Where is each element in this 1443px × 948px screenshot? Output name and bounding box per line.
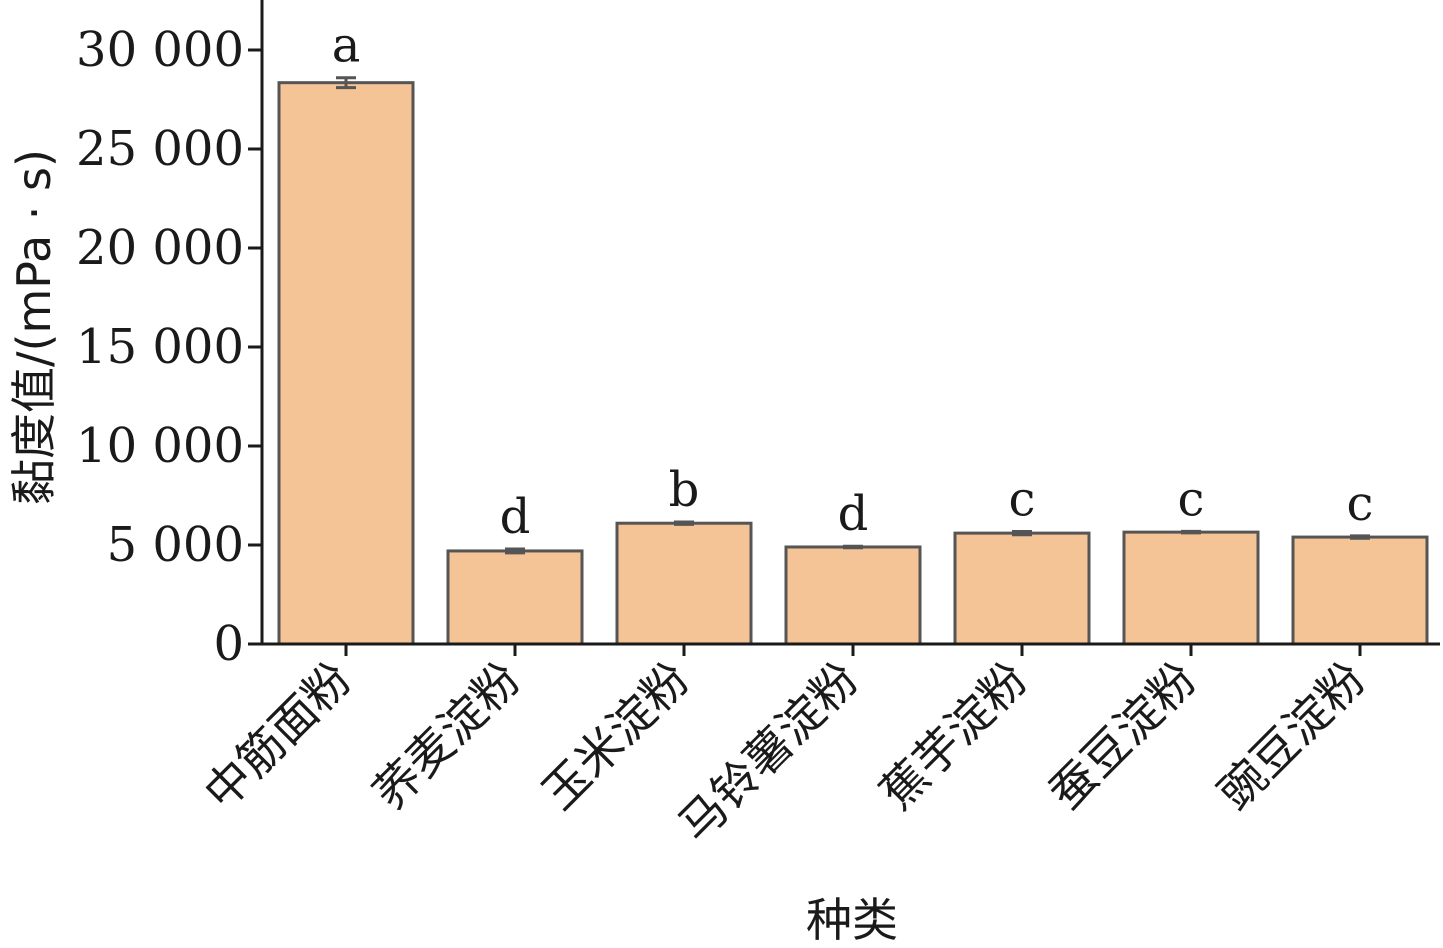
bar bbox=[1291, 535, 1429, 646]
bar bbox=[615, 521, 753, 646]
y-axis-ticks: 0 5 000 10 000 15 000 20 000 25 000 30 000 bbox=[76, 22, 262, 672]
x-tick-label: 豌豆淀粉 bbox=[1207, 652, 1375, 820]
significance-label: a bbox=[332, 18, 361, 74]
significance-label: d bbox=[838, 486, 869, 542]
y-tick-label: 10 000 bbox=[76, 418, 244, 474]
significance-label: d bbox=[500, 489, 531, 545]
bar bbox=[784, 545, 922, 646]
y-tick-label: 30 000 bbox=[76, 22, 244, 78]
bar bbox=[446, 549, 584, 646]
significance-label: c bbox=[1178, 471, 1205, 527]
y-tick-label: 0 bbox=[213, 616, 244, 672]
significance-label: c bbox=[1347, 476, 1374, 532]
bar bbox=[277, 81, 415, 646]
bar bbox=[953, 531, 1091, 646]
significance-label: b bbox=[669, 462, 700, 518]
x-tick-label: 荞麦淀粉 bbox=[362, 652, 530, 820]
x-tick-label: 蕉芋淀粉 bbox=[869, 652, 1037, 820]
x-tick-label: 马铃薯淀粉 bbox=[668, 652, 869, 853]
bar bbox=[1122, 530, 1260, 646]
y-tick-label: 15 000 bbox=[76, 319, 244, 375]
y-tick-label: 25 000 bbox=[76, 121, 244, 177]
x-axis-title: 种类 bbox=[806, 893, 898, 947]
significance-label: c bbox=[1009, 472, 1036, 528]
y-tick-label: 20 000 bbox=[76, 220, 244, 276]
x-tick-label: 玉米淀粉 bbox=[531, 652, 699, 820]
bars-group: a d b d c c c bbox=[277, 18, 1429, 646]
x-tick-label: 蚕豆淀粉 bbox=[1038, 652, 1206, 820]
x-tick-label: 中筋面粉 bbox=[193, 652, 361, 820]
y-axis-title: 黏度值/(mPa · s) bbox=[7, 149, 61, 505]
y-tick-label: 5 000 bbox=[107, 517, 244, 573]
